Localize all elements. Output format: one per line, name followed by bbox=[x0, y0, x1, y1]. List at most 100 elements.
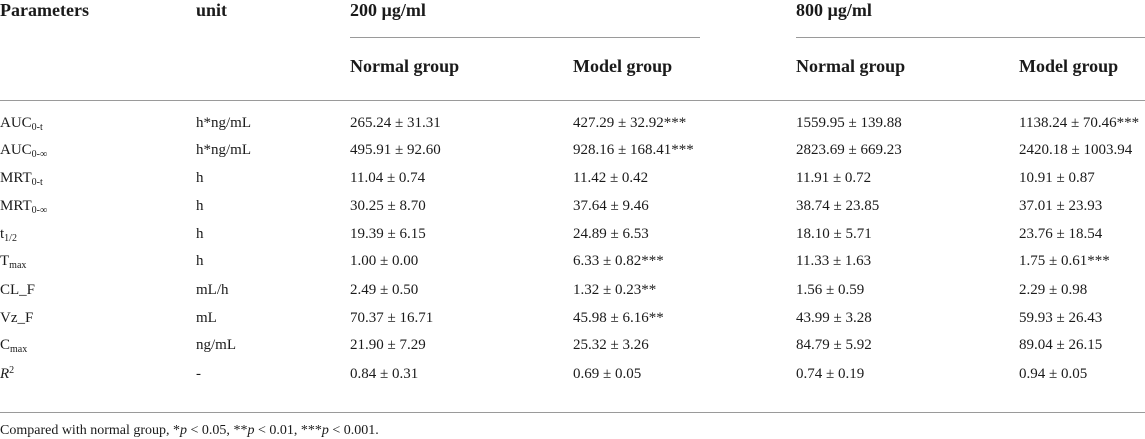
parameter-cell: Tmax bbox=[0, 253, 27, 271]
normal-200-cell: 21.90 ± 7.29 bbox=[350, 337, 426, 353]
footnote-stars-1: * bbox=[173, 423, 181, 438]
normal-800-cell: 43.99 ± 3.28 bbox=[796, 310, 872, 326]
normal-800-cell: 38.74 ± 23.85 bbox=[796, 198, 880, 214]
footnote-threshold-3: < 0.001. bbox=[328, 423, 379, 438]
model-800-cell: 10.91 ± 0.87 bbox=[1019, 170, 1095, 186]
model-800-cell: 0.94 ± 0.05 bbox=[1019, 366, 1088, 382]
normal-200-cell: 265.24 ± 31.31 bbox=[350, 115, 441, 131]
header-dose-200: 200 µg/ml bbox=[350, 0, 426, 20]
parameter-cell: CL_F bbox=[0, 282, 35, 299]
footnote-prefix: Compared with normal group, bbox=[0, 423, 174, 438]
model-200-cell: 24.89 ± 6.53 bbox=[573, 226, 649, 242]
model-200-cell: 11.42 ± 0.42 bbox=[573, 170, 649, 186]
footnote-threshold-1: < 0.05, bbox=[187, 423, 234, 438]
model-200-cell: 45.98 ± 6.16** bbox=[573, 310, 664, 326]
dose-200-underline bbox=[350, 37, 700, 38]
parameter-subscript: 0-∞ bbox=[31, 149, 48, 160]
parameter-cell: Cmax bbox=[0, 337, 28, 355]
parameter-name: t bbox=[0, 226, 5, 242]
footnote-stars-2: ** bbox=[233, 423, 248, 438]
unit-cell: h*ng/mL bbox=[196, 115, 251, 131]
unit-cell: h*ng/mL bbox=[196, 142, 251, 158]
model-200-cell: 25.32 ± 3.26 bbox=[573, 337, 649, 353]
normal-200-cell: 19.39 ± 6.15 bbox=[350, 226, 426, 242]
footnote-threshold-2: < 0.01, bbox=[254, 423, 301, 438]
unit-cell: mL bbox=[196, 310, 217, 326]
normal-800-cell: 84.79 ± 5.92 bbox=[796, 337, 872, 353]
normal-200-cell: 495.91 ± 92.60 bbox=[350, 142, 441, 158]
parameter-name: R bbox=[0, 366, 10, 382]
header-model-group-200: Model group bbox=[573, 56, 673, 76]
footnote-stars-3: *** bbox=[300, 423, 322, 438]
parameter-name: T bbox=[0, 253, 10, 269]
header-normal-group-200: Normal group bbox=[350, 56, 460, 76]
normal-200-cell: 11.04 ± 0.74 bbox=[350, 170, 426, 186]
unit-cell: h bbox=[196, 170, 204, 186]
header-bottom-rule bbox=[0, 100, 1145, 101]
model-800-cell: 89.04 ± 26.15 bbox=[1019, 337, 1103, 353]
normal-800-cell: 18.10 ± 5.71 bbox=[796, 226, 872, 242]
model-800-cell: 59.93 ± 26.43 bbox=[1019, 310, 1103, 326]
model-200-cell: 1.32 ± 0.23** bbox=[573, 282, 657, 298]
model-800-cell: 23.76 ± 18.54 bbox=[1019, 226, 1103, 242]
normal-800-cell: 1.56 ± 0.59 bbox=[796, 282, 865, 298]
parameter-name: Vz_F bbox=[0, 310, 34, 326]
unit-cell: ng/mL bbox=[196, 337, 236, 353]
parameter-cell: R2 bbox=[0, 366, 14, 383]
normal-800-cell: 11.33 ± 1.63 bbox=[796, 253, 872, 269]
footnote: Compared with normal group, *p < 0.05, *… bbox=[0, 423, 379, 439]
header-normal-group-800: Normal group bbox=[796, 56, 906, 76]
unit-cell: - bbox=[196, 366, 201, 382]
model-200-cell: 37.64 ± 9.46 bbox=[573, 198, 649, 214]
model-800-cell: 2.29 ± 0.98 bbox=[1019, 282, 1088, 298]
unit-cell: mL/h bbox=[196, 282, 229, 298]
model-800-cell: 37.01 ± 23.93 bbox=[1019, 198, 1103, 214]
model-200-cell: 6.33 ± 0.82*** bbox=[573, 253, 664, 269]
parameter-name: CL_F bbox=[0, 282, 36, 298]
model-800-cell: 1.75 ± 0.61*** bbox=[1019, 253, 1110, 269]
parameter-cell: MRT0-∞ bbox=[0, 198, 48, 216]
model-200-cell: 928.16 ± 168.41*** bbox=[573, 142, 694, 158]
header-parameters: Parameters bbox=[0, 0, 89, 20]
parameter-superscript: 2 bbox=[9, 365, 15, 376]
parameter-cell: AUC0-∞ bbox=[0, 142, 48, 160]
header-model-group-800: Model group bbox=[1019, 56, 1119, 76]
parameter-name: C bbox=[0, 337, 11, 353]
parameter-subscript: 0-t bbox=[31, 122, 43, 133]
parameter-name: AUC bbox=[0, 115, 32, 131]
table-bottom-rule bbox=[0, 412, 1145, 413]
model-200-cell: 0.69 ± 0.05 bbox=[573, 366, 642, 382]
parameter-subscript: max bbox=[10, 344, 28, 355]
unit-cell: h bbox=[196, 226, 204, 242]
parameter-cell: AUC0-t bbox=[0, 115, 43, 133]
model-800-cell: 2420.18 ± 1003.94 bbox=[1019, 142, 1133, 158]
footnote-p-3: p bbox=[321, 423, 329, 438]
normal-800-cell: 2823.69 ± 669.23 bbox=[796, 142, 902, 158]
footnote-p-1: p bbox=[180, 423, 188, 438]
parameter-subscript: 1/2 bbox=[4, 233, 17, 244]
parameter-cell: t1/2 bbox=[0, 226, 17, 244]
unit-cell: h bbox=[196, 253, 204, 269]
unit-cell: h bbox=[196, 198, 204, 214]
parameter-cell: Vz_F bbox=[0, 310, 33, 327]
footnote-p-2: p bbox=[247, 423, 255, 438]
parameter-name: MRT bbox=[0, 198, 32, 214]
dose-800-underline bbox=[796, 37, 1145, 38]
normal-200-cell: 70.37 ± 16.71 bbox=[350, 310, 434, 326]
normal-200-cell: 30.25 ± 8.70 bbox=[350, 198, 426, 214]
normal-200-cell: 2.49 ± 0.50 bbox=[350, 282, 419, 298]
header-unit: unit bbox=[196, 0, 228, 20]
parameter-name: MRT bbox=[0, 170, 32, 186]
normal-800-cell: 0.74 ± 0.19 bbox=[796, 366, 865, 382]
model-200-cell: 427.29 ± 32.92*** bbox=[573, 115, 687, 131]
normal-200-cell: 0.84 ± 0.31 bbox=[350, 366, 419, 382]
parameter-name: AUC bbox=[0, 142, 32, 158]
normal-800-cell: 1559.95 ± 139.88 bbox=[796, 115, 902, 131]
model-800-cell: 1138.24 ± 70.46*** bbox=[1019, 115, 1140, 131]
parameter-subscript: 0-∞ bbox=[31, 205, 48, 216]
parameter-subscript: max bbox=[9, 260, 27, 271]
normal-200-cell: 1.00 ± 0.00 bbox=[350, 253, 419, 269]
parameter-cell: MRT0-t bbox=[0, 170, 43, 188]
parameter-subscript: 0-t bbox=[31, 177, 43, 188]
normal-800-cell: 11.91 ± 0.72 bbox=[796, 170, 872, 186]
